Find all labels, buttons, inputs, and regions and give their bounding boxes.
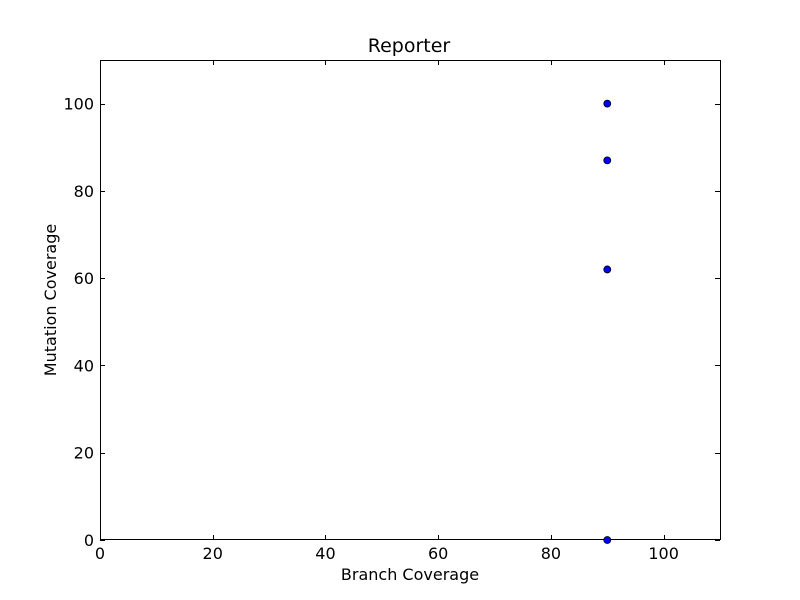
x-tick-label: 60 <box>428 544 448 563</box>
data-points <box>603 99 612 544</box>
x-tick-label: 0 <box>95 544 105 563</box>
tick-labels: 0 20 40 60 80 100 0 20 40 60 80 100 <box>63 95 678 563</box>
y-tick-label: 100 <box>63 95 94 114</box>
x-tick-label: 40 <box>315 544 335 563</box>
y-tick-label: 80 <box>74 182 94 201</box>
plot-area <box>100 60 721 540</box>
y-tick-label: 60 <box>74 269 94 288</box>
scatter-point <box>603 536 612 544</box>
chart-title: Reporter <box>368 35 451 57</box>
scatter-point <box>603 265 612 274</box>
y-tick-label: 20 <box>74 444 94 463</box>
x-tick-label: 20 <box>203 544 223 563</box>
axis-ticks <box>100 60 720 541</box>
y-tick-label: 40 <box>74 356 94 375</box>
y-tick-label: 0 <box>84 531 94 550</box>
x-tick-label: 100 <box>648 544 679 563</box>
y-axis-label: Mutation Coverage <box>41 224 60 376</box>
scatter-point <box>603 99 612 108</box>
x-axis-label: Branch Coverage <box>341 565 479 584</box>
x-tick-label: 80 <box>541 544 561 563</box>
scatter-point <box>603 156 612 165</box>
